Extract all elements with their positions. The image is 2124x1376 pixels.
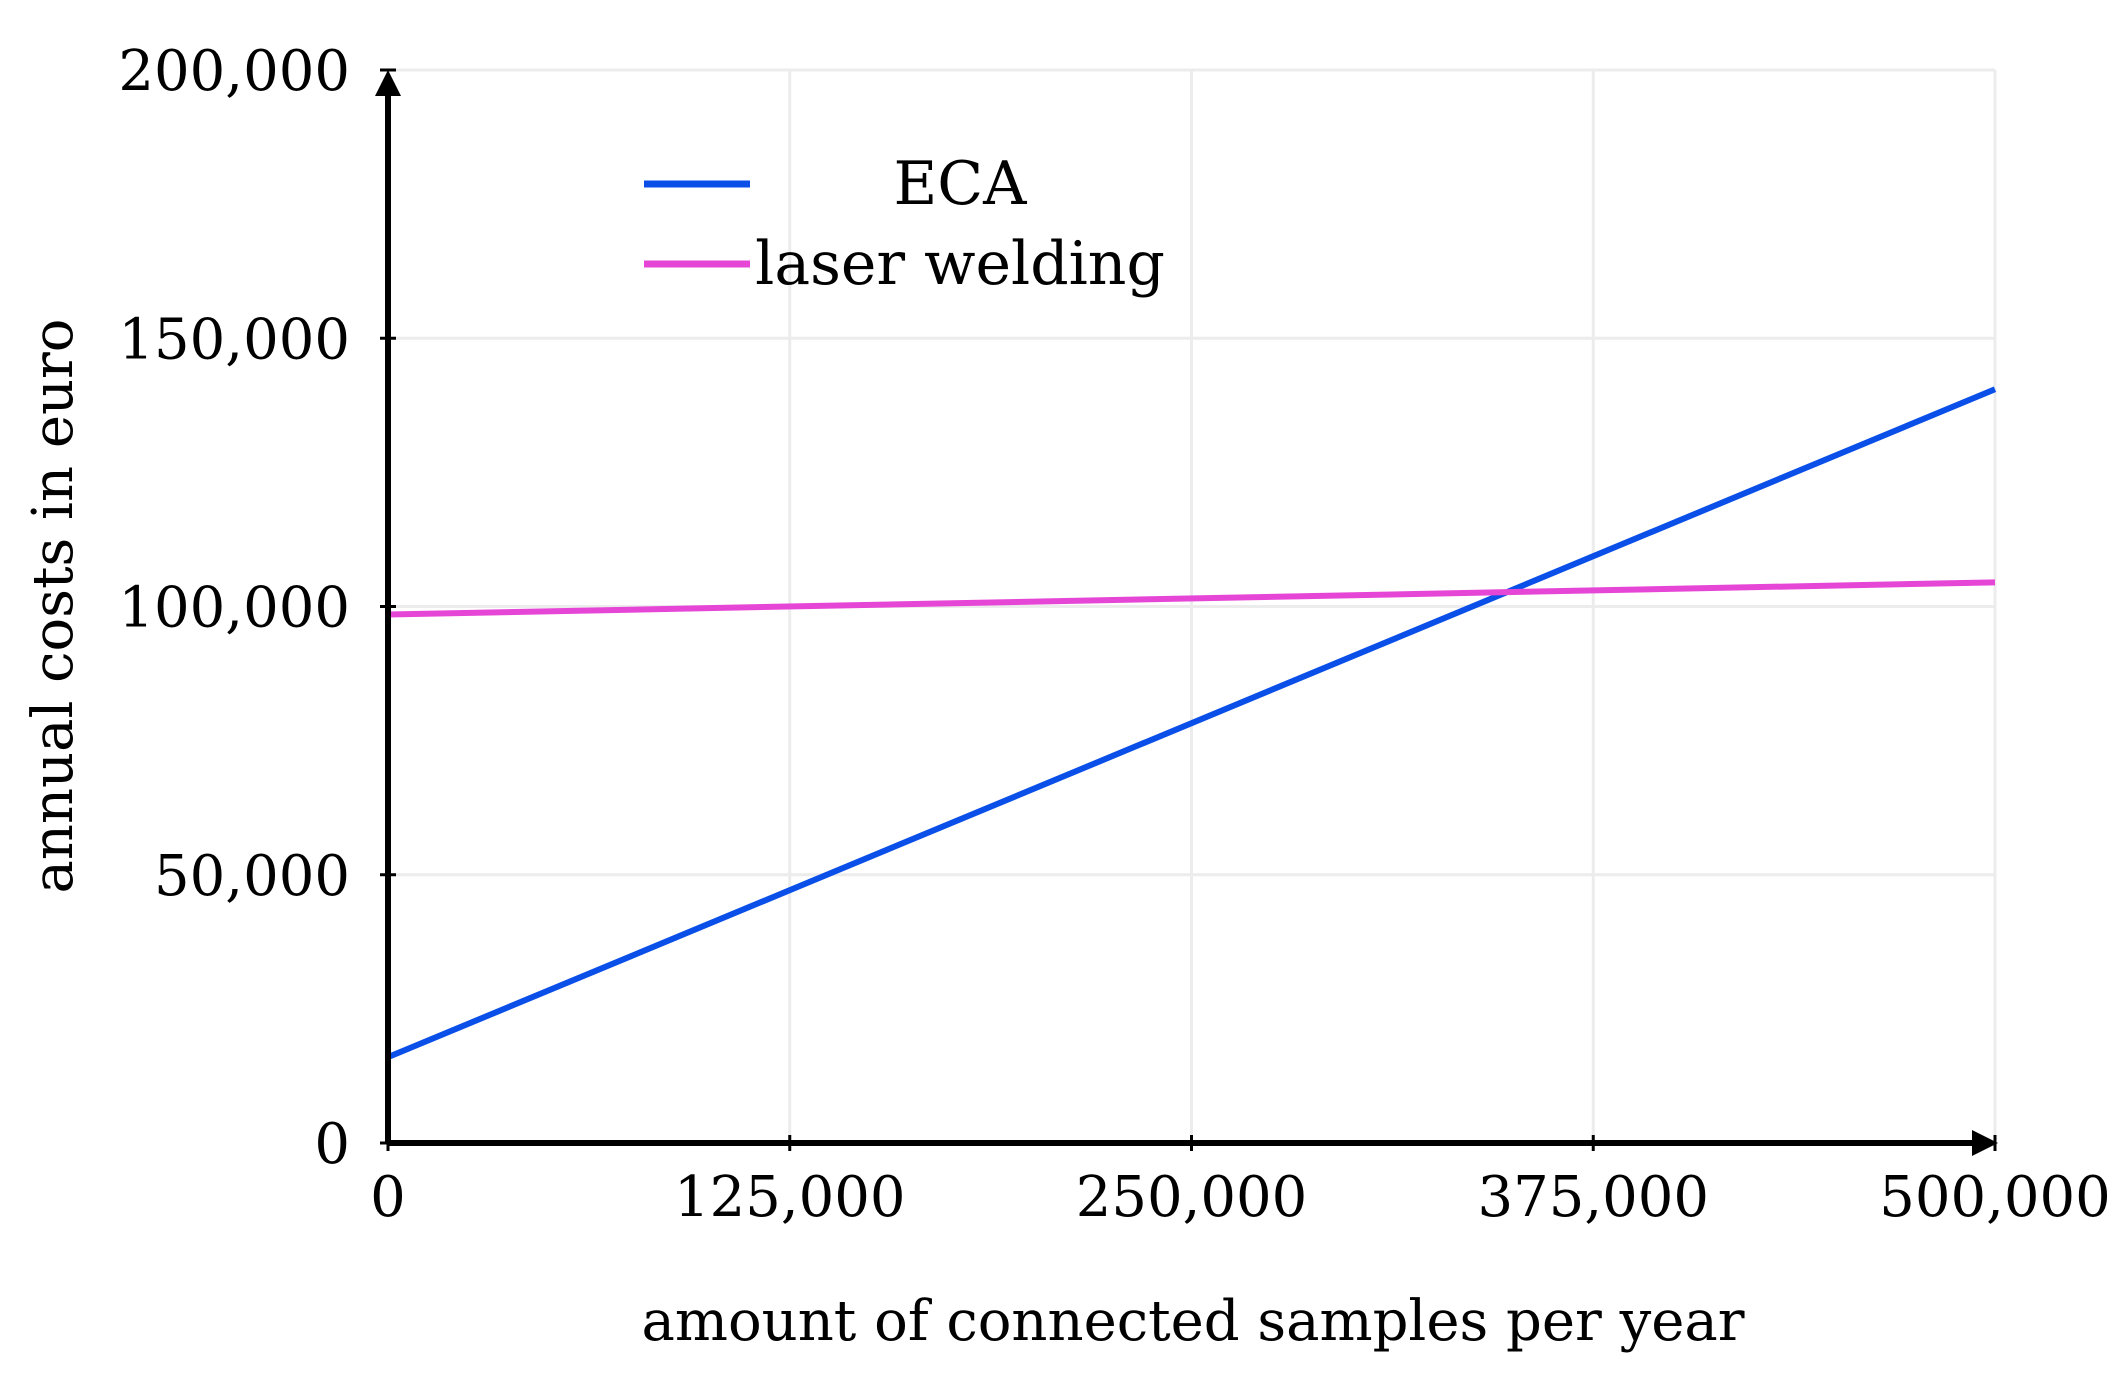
legend-label: laser welding (755, 229, 1165, 299)
grid (388, 68, 1997, 1143)
x-axis-title: amount of connected samples per year (641, 1289, 1744, 1354)
x-tick-label: 250,000 (1076, 1165, 1308, 1230)
series-line-laser-welding (387, 579, 1996, 618)
ticks: 0 125,000 250,000 375,000 500,000 0 50,000 100,… (118, 39, 2110, 1230)
x-tick-label: 125,000 (674, 1165, 906, 1230)
legend: ECA laser welding (644, 149, 1165, 299)
y-tick-label: 0 (314, 1112, 350, 1177)
y-tick-label: 150,000 (118, 307, 350, 372)
x-axis-arrow (1972, 1130, 1998, 1156)
series-line-eca (386, 386, 1997, 1060)
x-tick-label: 375,000 (1477, 1165, 1709, 1230)
y-tick-label: 100,000 (118, 576, 350, 641)
legend-label: ECA (893, 149, 1027, 219)
x-tick-label: 500,000 (1879, 1165, 2111, 1230)
axes (375, 70, 1998, 1156)
x-tick-label: 0 (370, 1165, 406, 1230)
y-tick-label: 200,000 (118, 39, 350, 104)
series-group (386, 386, 1997, 1060)
y-axis-arrow (375, 70, 401, 96)
y-tick-label: 50,000 (154, 844, 350, 909)
y-axis-title: annual costs in euro (21, 318, 86, 893)
